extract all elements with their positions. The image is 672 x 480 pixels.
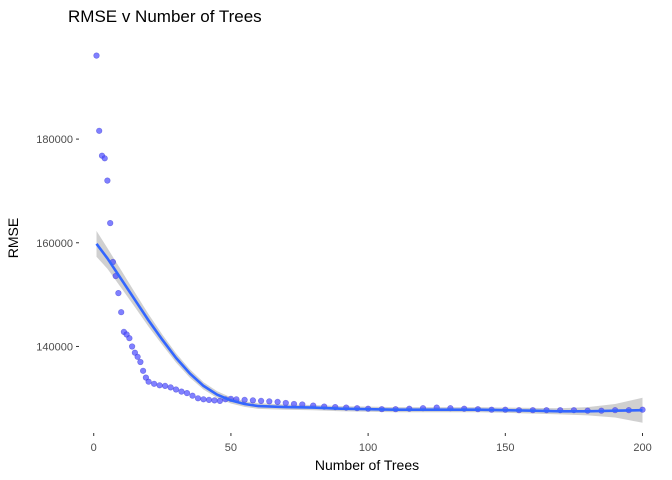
data-point bbox=[145, 378, 152, 385]
y-tick-label: 140000 bbox=[36, 341, 73, 353]
x-tick-label: 50 bbox=[225, 442, 237, 454]
data-point bbox=[134, 353, 141, 360]
data-point bbox=[93, 52, 100, 59]
confidence-band bbox=[96, 230, 643, 423]
data-point bbox=[205, 396, 213, 404]
x-axis-title: Number of Trees bbox=[315, 457, 419, 473]
data-point bbox=[126, 335, 133, 342]
data-point bbox=[194, 395, 202, 402]
x-tick-label: 0 bbox=[91, 442, 97, 454]
data-point bbox=[282, 399, 289, 407]
data-point bbox=[115, 290, 122, 297]
data-point bbox=[140, 367, 147, 374]
x-tick-label: 100 bbox=[359, 442, 377, 454]
data-point bbox=[137, 358, 144, 366]
data-point bbox=[101, 155, 108, 162]
data-point bbox=[178, 388, 185, 395]
x-tick-label: 150 bbox=[496, 442, 514, 454]
data-point bbox=[183, 390, 191, 397]
data-point bbox=[274, 398, 281, 406]
data-point bbox=[96, 127, 103, 134]
data-point bbox=[241, 396, 248, 404]
y-tick-label: 160000 bbox=[36, 238, 73, 250]
y-tick-label: 180000 bbox=[36, 134, 73, 146]
data-point bbox=[258, 397, 265, 405]
data-point bbox=[118, 309, 125, 316]
chart-title: RMSE v Number of Trees bbox=[68, 7, 262, 26]
smooth-line-layer bbox=[95, 243, 643, 413]
confidence-band-layer bbox=[96, 230, 643, 423]
data-point bbox=[104, 177, 111, 184]
data-point bbox=[249, 397, 256, 404]
data-point bbox=[151, 380, 158, 387]
y-axis: 140000 160000 180000 bbox=[36, 134, 79, 353]
y-axis-title: RMSE bbox=[5, 218, 21, 258]
data-point bbox=[200, 396, 207, 403]
data-point bbox=[172, 386, 180, 393]
data-point bbox=[167, 384, 174, 391]
data-point bbox=[129, 343, 136, 350]
data-point bbox=[162, 382, 169, 390]
data-point bbox=[211, 397, 218, 404]
data-point bbox=[216, 397, 223, 405]
data-point bbox=[266, 398, 273, 405]
data-point bbox=[107, 220, 114, 227]
data-point bbox=[189, 392, 196, 399]
x-axis: 0 50 100 150 200 bbox=[91, 433, 652, 454]
data-point bbox=[156, 382, 163, 389]
x-tick-label: 200 bbox=[633, 442, 651, 454]
smooth-line bbox=[95, 243, 643, 413]
